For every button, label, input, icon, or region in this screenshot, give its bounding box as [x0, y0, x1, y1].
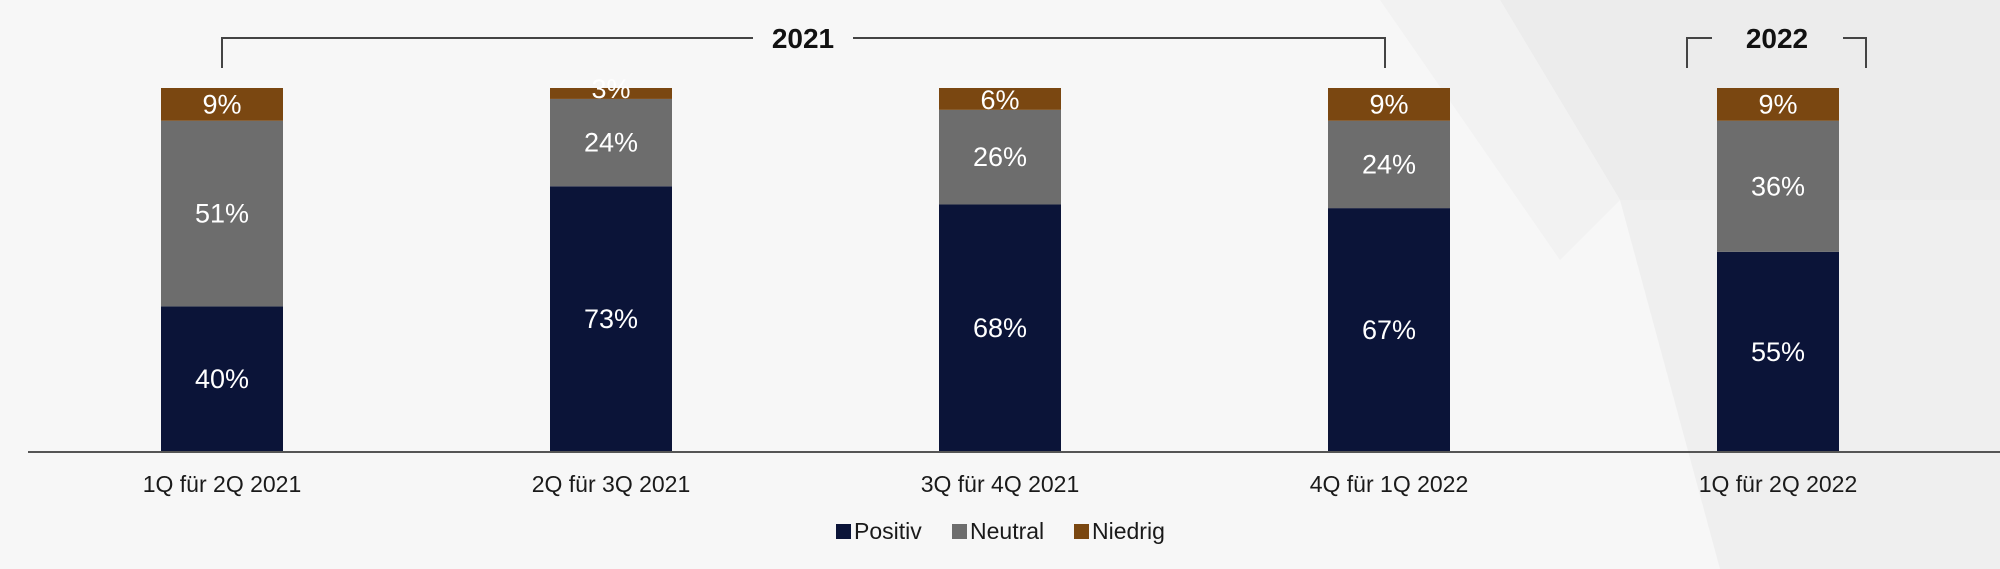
data-label: 40% — [195, 364, 249, 394]
bracket-2021-right — [853, 37, 1386, 68]
year-brackets: 2021 2022 — [221, 23, 1867, 68]
x-axis: 1Q für 2Q 2021 2Q für 3Q 2021 3Q für 4Q 20… — [28, 451, 2000, 497]
group-label: 2022 — [1746, 23, 1808, 54]
bar-segment-niedrig — [1328, 88, 1450, 121]
category-label: 1Q für 2Q 2021 — [143, 471, 302, 497]
bar-segment-positiv — [161, 306, 283, 452]
bar-segment-positiv — [1717, 251, 1839, 452]
bar-segment-neutral — [550, 98, 672, 187]
bar-segment-neutral — [939, 109, 1061, 205]
data-label: 55% — [1751, 337, 1805, 367]
background-facet — [1380, 0, 1620, 260]
bracket-2022-right — [1843, 37, 1867, 68]
bar-segment-positiv — [939, 204, 1061, 452]
data-label: 9% — [1369, 89, 1408, 119]
data-label: 26% — [973, 142, 1027, 172]
data-label: 3% — [591, 74, 630, 104]
data-label: 73% — [584, 304, 638, 334]
bracket-2021-left — [221, 37, 753, 68]
bar-segment-neutral — [1328, 120, 1450, 209]
data-label: 67% — [1362, 315, 1416, 345]
group-label: 2021 — [772, 23, 834, 54]
background-decoration — [1380, 0, 2000, 569]
bar-segment-niedrig — [1717, 88, 1839, 121]
category-label: 1Q für 2Q 2022 — [1699, 471, 1858, 497]
bracket-2022-left — [1686, 37, 1712, 68]
data-label: 68% — [973, 313, 1027, 343]
bar-segment-niedrig — [550, 88, 672, 99]
category-label: 3Q für 4Q 2021 — [921, 471, 1080, 497]
legend-label: Niedrig — [1092, 518, 1165, 544]
legend-swatch — [836, 524, 851, 539]
legend: Positiv Neutral Niedrig — [836, 518, 1165, 544]
data-label: 6% — [980, 85, 1019, 115]
bar-segment-positiv — [550, 186, 672, 452]
bar-segment-neutral — [1717, 120, 1839, 252]
data-label: 9% — [1758, 89, 1797, 119]
data-label: 24% — [1362, 149, 1416, 179]
legend-label: Positiv — [854, 518, 922, 544]
bar-segment-niedrig — [161, 88, 283, 121]
bar-segment-niedrig — [939, 88, 1061, 110]
legend-swatch — [1074, 524, 1089, 539]
data-label: 51% — [195, 199, 249, 229]
bar-segment-neutral — [161, 120, 283, 307]
data-label: 24% — [584, 128, 638, 158]
category-label: 2Q für 3Q 2021 — [532, 471, 691, 497]
bars: 40% 51% 9% 73% 24% 3% 68% 26% 6% 67% 24% 9% 55% 36% 9% — [161, 74, 1839, 452]
data-label: 36% — [1751, 171, 1805, 201]
data-label: 9% — [202, 89, 241, 119]
category-label: 4Q für 1Q 2022 — [1310, 471, 1469, 497]
legend-label: Neutral — [970, 518, 1044, 544]
legend-swatch — [952, 524, 967, 539]
bar-segment-positiv — [1328, 208, 1450, 452]
